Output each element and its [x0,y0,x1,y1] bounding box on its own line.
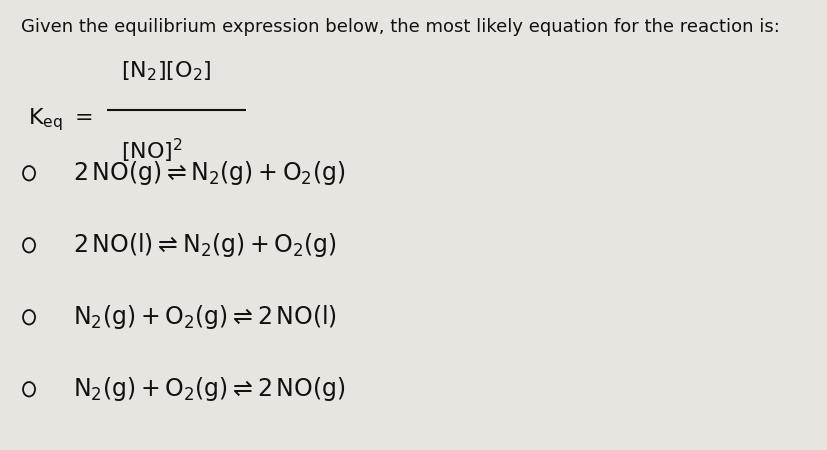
Text: $\mathrm{N_2(g)} + \mathrm{O_2(g)} \rightleftharpoons 2\,\mathrm{NO(g)}$: $\mathrm{N_2(g)} + \mathrm{O_2(g)} \righ… [73,375,345,403]
Text: $2\,\mathrm{NO(g)} \rightleftharpoons \mathrm{N_2(g)} + \mathrm{O_2(g)}$: $2\,\mathrm{NO(g)} \rightleftharpoons \m… [73,159,345,187]
Text: $\mathrm{K_{eq}}$ $=$: $\mathrm{K_{eq}}$ $=$ [27,106,92,133]
Text: $[\mathrm{N_2}][\mathrm{O_2}]$: $[\mathrm{N_2}][\mathrm{O_2}]$ [121,60,211,83]
Text: $[\mathrm{NO}]^2$: $[\mathrm{NO}]^2$ [121,137,183,166]
Text: $2\,\mathrm{NO(l)} \rightleftharpoons \mathrm{N_2(g)} + \mathrm{O_2(g)}$: $2\,\mathrm{NO(l)} \rightleftharpoons \m… [73,231,337,259]
Text: $\mathrm{N_2(g)} + \mathrm{O_2(g)} \rightleftharpoons 2\,\mathrm{NO(l)}$: $\mathrm{N_2(g)} + \mathrm{O_2(g)} \righ… [73,303,337,331]
Text: Given the equilibrium expression below, the most likely equation for the reactio: Given the equilibrium expression below, … [21,18,779,36]
